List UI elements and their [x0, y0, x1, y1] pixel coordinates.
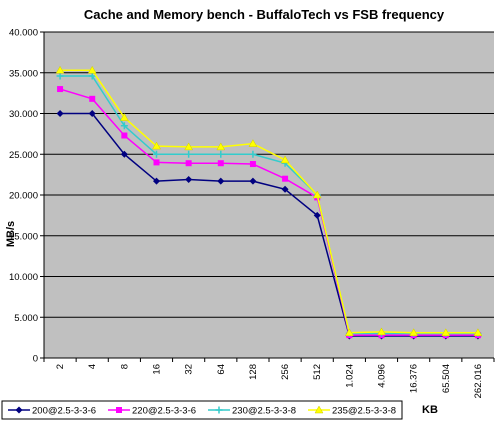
- data-point: [217, 150, 225, 158]
- x-tick-label: 512: [312, 364, 323, 380]
- data-point: [281, 185, 289, 193]
- data-point: [56, 110, 64, 117]
- legend-box: [1, 400, 403, 420]
- data-point: [280, 155, 290, 164]
- data-point: [185, 160, 192, 167]
- data-point: [88, 110, 96, 117]
- x-tick-label: 262.016: [473, 364, 484, 398]
- data-point: [87, 65, 97, 74]
- y-axis-title: MB/s: [5, 221, 17, 247]
- legend-item: 235@2.5-3-3-8: [308, 405, 396, 417]
- x-tick-label: 65.504: [441, 364, 452, 393]
- y-tick-label: 10.000: [9, 272, 38, 283]
- y-tick-label: 40.000: [9, 28, 38, 39]
- x-tick-label: 256: [280, 364, 291, 380]
- data-point: [153, 150, 160, 158]
- x-tick-label: 32: [184, 364, 195, 375]
- legend-label: 230@2.5-3-3-8: [232, 406, 296, 417]
- axes: 0 5.000 10.000 15.000 20.000 25.000 30.000 35.0…: [9, 28, 495, 398]
- x-tick-label: 2: [55, 364, 66, 369]
- y-tick-label: 35.000: [9, 68, 38, 79]
- y-tick-label: 0: [33, 354, 38, 365]
- data-point: [89, 95, 96, 102]
- data-point: [377, 327, 386, 336]
- data-point: [217, 177, 225, 185]
- y-tick-label: 20.000: [9, 191, 38, 202]
- data-point: [184, 142, 194, 151]
- chart-title: Cache and Memory bench - BuffaloTech vs …: [84, 7, 445, 22]
- x-tick-label: 64: [216, 364, 227, 375]
- x-tick-label: 4.096: [377, 364, 388, 388]
- data-point: [441, 328, 451, 336]
- y-tick-label: 5.000: [14, 313, 38, 324]
- y-tick-label: 30.000: [9, 109, 38, 120]
- data-point: [249, 150, 257, 158]
- data-point: [153, 159, 160, 166]
- legend-item: 230@2.5-3-3-8: [208, 406, 296, 417]
- data-point: [249, 161, 256, 168]
- data-point: [120, 150, 128, 158]
- x-tick-label: 16: [152, 364, 163, 375]
- legend-item: 220@2.5-3-3-6: [108, 406, 196, 417]
- data-point: [121, 132, 128, 139]
- data-point: [120, 122, 128, 130]
- data-series: [55, 65, 483, 340]
- data-point: [153, 177, 160, 185]
- series-4: [55, 65, 483, 336]
- data-point: [152, 141, 161, 150]
- series-line: [60, 75, 478, 335]
- data-point: [55, 65, 65, 74]
- series-line: [60, 112, 478, 337]
- data-point: [248, 139, 258, 147]
- x-tick-label: 1.024: [344, 364, 355, 388]
- legend-marker: [215, 406, 223, 414]
- gridlines: [44, 31, 494, 318]
- series-line: [59, 88, 478, 336]
- data-point: [185, 150, 193, 158]
- x-axis-title: KB: [422, 404, 438, 416]
- data-point: [344, 328, 354, 336]
- y-tick-label: 25.000: [9, 150, 38, 161]
- legend-label: 235@2.5-3-3-8: [332, 406, 396, 417]
- x-tick-label: 16.376: [409, 364, 420, 393]
- series-line: [60, 69, 478, 334]
- data-point: [217, 160, 224, 167]
- legend-marker: [116, 407, 122, 413]
- legend-marker: [15, 406, 23, 414]
- data-point: [312, 190, 322, 199]
- data-point: [282, 175, 289, 182]
- data-point: [185, 176, 193, 184]
- data-point: [119, 113, 129, 121]
- legend-label: 220@2.5-3-3-6: [132, 406, 196, 417]
- data-point: [249, 177, 257, 185]
- data-point: [409, 328, 419, 336]
- data-point: [56, 72, 64, 80]
- legend-item: 200@2.5-3-3-6: [8, 406, 96, 417]
- y-tick-label: 15.000: [9, 231, 38, 242]
- x-tick-label: 8: [119, 364, 130, 369]
- data-point: [313, 211, 321, 219]
- legend-marker: [314, 405, 324, 414]
- legend-label: 200@2.5-3-3-6: [32, 406, 96, 417]
- x-tick-label: 4: [87, 364, 98, 369]
- x-tick-label: 128: [248, 364, 259, 380]
- data-point: [216, 142, 226, 151]
- data-point: [88, 72, 96, 80]
- legend: 200@2.5-3-3-6 220@2.5-3-3-6 230@2.5-3-3-8 2…: [8, 405, 396, 417]
- data-point: [57, 86, 64, 93]
- data-point: [473, 328, 483, 336]
